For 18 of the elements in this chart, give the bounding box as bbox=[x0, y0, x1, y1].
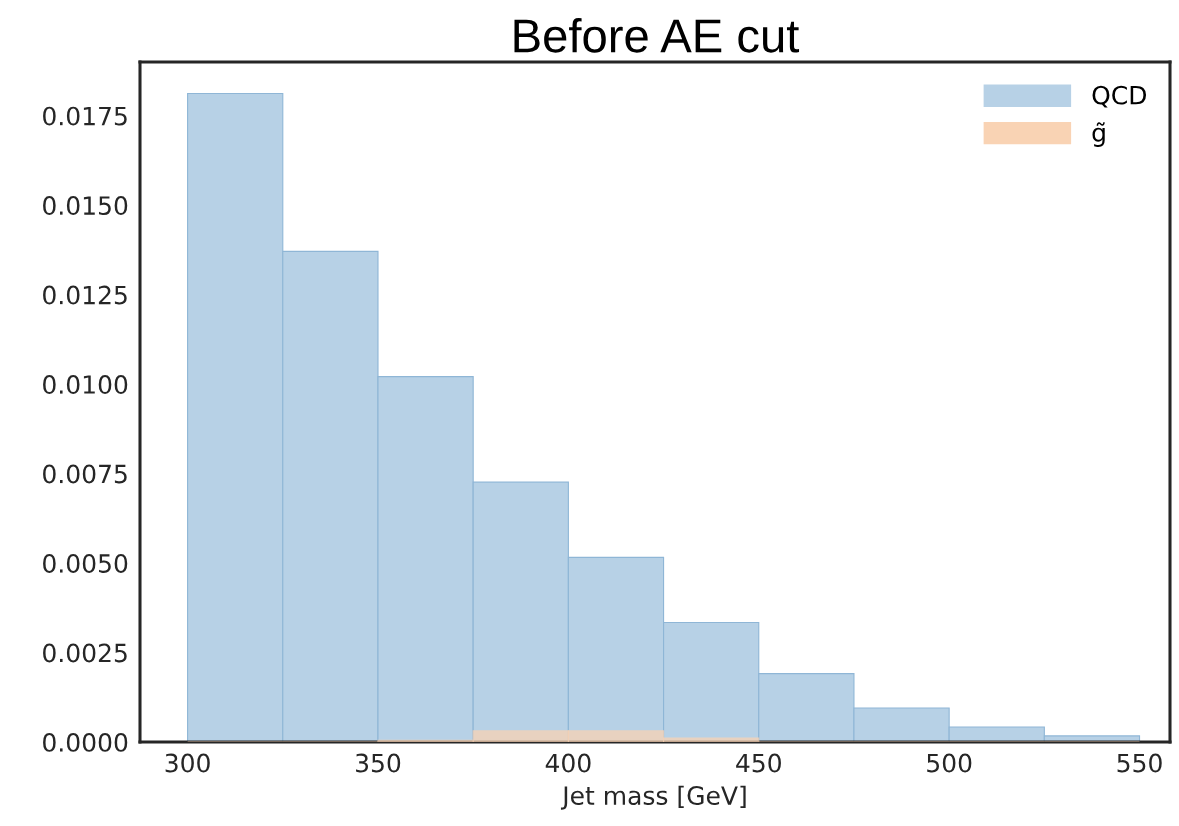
x-tick-label: 400 bbox=[545, 753, 591, 773]
x-tick-label: 500 bbox=[927, 753, 972, 773]
x-tick-label: 350 bbox=[356, 753, 401, 773]
chart-title: Before AE cut bbox=[514, 18, 800, 53]
x-tick-label: 300 bbox=[165, 753, 210, 773]
legend-label: g̃ bbox=[1092, 122, 1105, 147]
y-tick-label: 0.0050 bbox=[43, 554, 128, 573]
y-tick-label: 0.0125 bbox=[43, 285, 127, 305]
y-tick-label: 0.0025 bbox=[43, 643, 127, 663]
x-axis-title: Jet mass [GeV] bbox=[560, 785, 746, 810]
y-tick-label: 0.0075 bbox=[43, 464, 127, 484]
y-tick-label: 0.0100 bbox=[43, 375, 128, 394]
y-tick-label: 0.0175 bbox=[43, 106, 127, 126]
y-tick-label: 0.0150 bbox=[43, 196, 128, 216]
x-tick-label: 450 bbox=[736, 753, 781, 773]
legend-label: QCD bbox=[1092, 85, 1147, 108]
x-tick-label: 550 bbox=[1117, 753, 1162, 773]
y-tick-label: 0.0000 bbox=[43, 732, 128, 752]
